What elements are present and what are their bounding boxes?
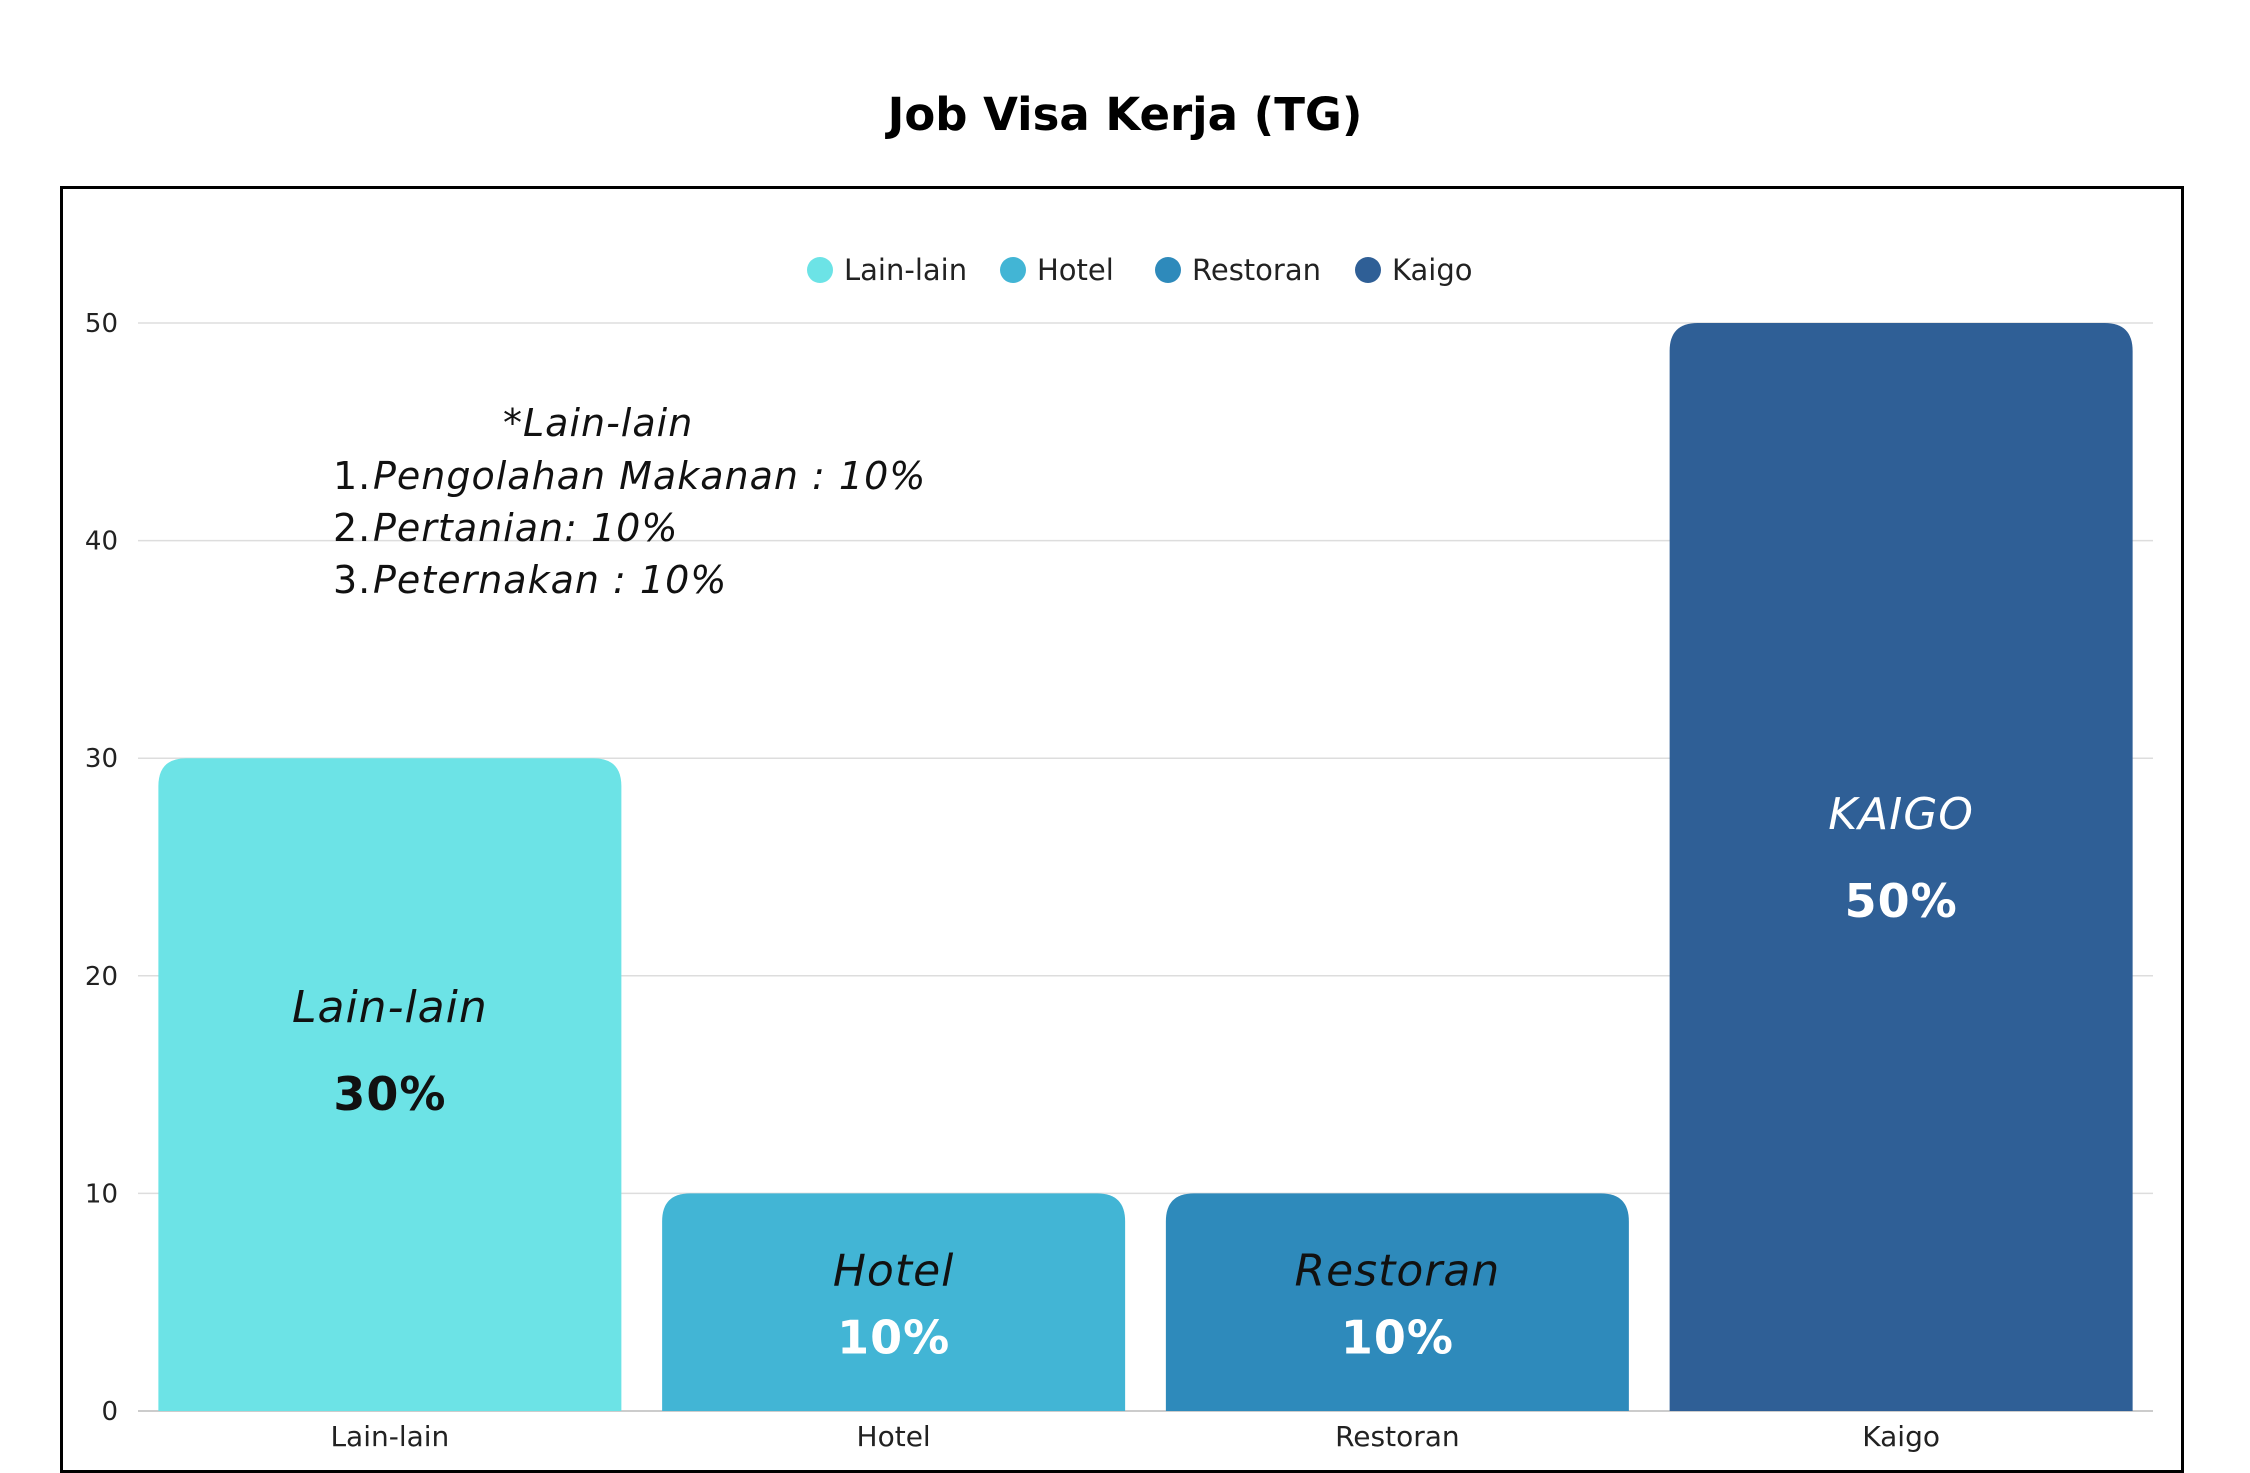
annotation-item-number: 3. bbox=[333, 558, 371, 602]
bar-lain-lain bbox=[158, 758, 622, 1411]
chart-frame: 0 10 20 30 40 50 Lain-lain Hotel Restoran Kaigo La… bbox=[60, 186, 2184, 1473]
y-tick-label: 50 bbox=[85, 309, 118, 339]
legend-label: Lain-lain bbox=[844, 253, 967, 287]
y-tick-label: 20 bbox=[85, 962, 118, 992]
x-tick-label: Lain-lain bbox=[330, 1420, 449, 1453]
y-tick-label: 30 bbox=[85, 744, 118, 774]
y-tick-label: 0 bbox=[101, 1397, 118, 1427]
bar-kaigo bbox=[1669, 323, 2133, 1411]
bar-name-label: KAIGO bbox=[1828, 789, 1974, 840]
annotation-item: Pertanian: 10% bbox=[373, 506, 678, 550]
bar-value-label: 10% bbox=[1341, 1310, 1454, 1364]
legend-label: Hotel bbox=[1037, 253, 1114, 287]
x-tick-label: Kaigo bbox=[1862, 1420, 1940, 1453]
annotation-item: Peternakan : 10% bbox=[373, 558, 727, 602]
legend-label: Restoran bbox=[1192, 253, 1321, 287]
bar-value-label: 30% bbox=[333, 1067, 446, 1121]
y-tick-label: 10 bbox=[85, 1179, 118, 1209]
bar-chart: 0 10 20 30 40 50 Lain-lain Hotel Restoran Kaigo La… bbox=[85, 253, 2153, 1453]
x-tick-label: Restoran bbox=[1335, 1420, 1460, 1453]
chart-title: Job Visa Kerja (TG) bbox=[887, 88, 1363, 141]
legend-label: Kaigo bbox=[1392, 253, 1473, 287]
legend-swatch bbox=[1155, 257, 1181, 283]
bar-name-label: Lain-lain bbox=[292, 982, 488, 1033]
bar-value-label: 10% bbox=[837, 1310, 950, 1364]
bar-restoran bbox=[1165, 1193, 1629, 1411]
y-tick-label: 40 bbox=[85, 527, 118, 557]
bar-name-label: Hotel bbox=[833, 1245, 955, 1296]
legend-swatch bbox=[1000, 257, 1026, 283]
bar-value-label: 50% bbox=[1845, 874, 1958, 928]
bar-hotel bbox=[662, 1193, 1126, 1411]
x-tick-label: Hotel bbox=[857, 1420, 931, 1453]
legend-swatch bbox=[807, 257, 833, 283]
legend-swatch bbox=[1355, 257, 1381, 283]
annotation-item: Pengolahan Makanan : 10% bbox=[373, 454, 926, 498]
annotation-heading: *Lain-lain bbox=[503, 401, 693, 445]
annotation-item-number: 1. bbox=[333, 454, 371, 498]
annotation-item-number: 2. bbox=[333, 506, 371, 550]
bar-name-label: Restoran bbox=[1295, 1245, 1501, 1296]
